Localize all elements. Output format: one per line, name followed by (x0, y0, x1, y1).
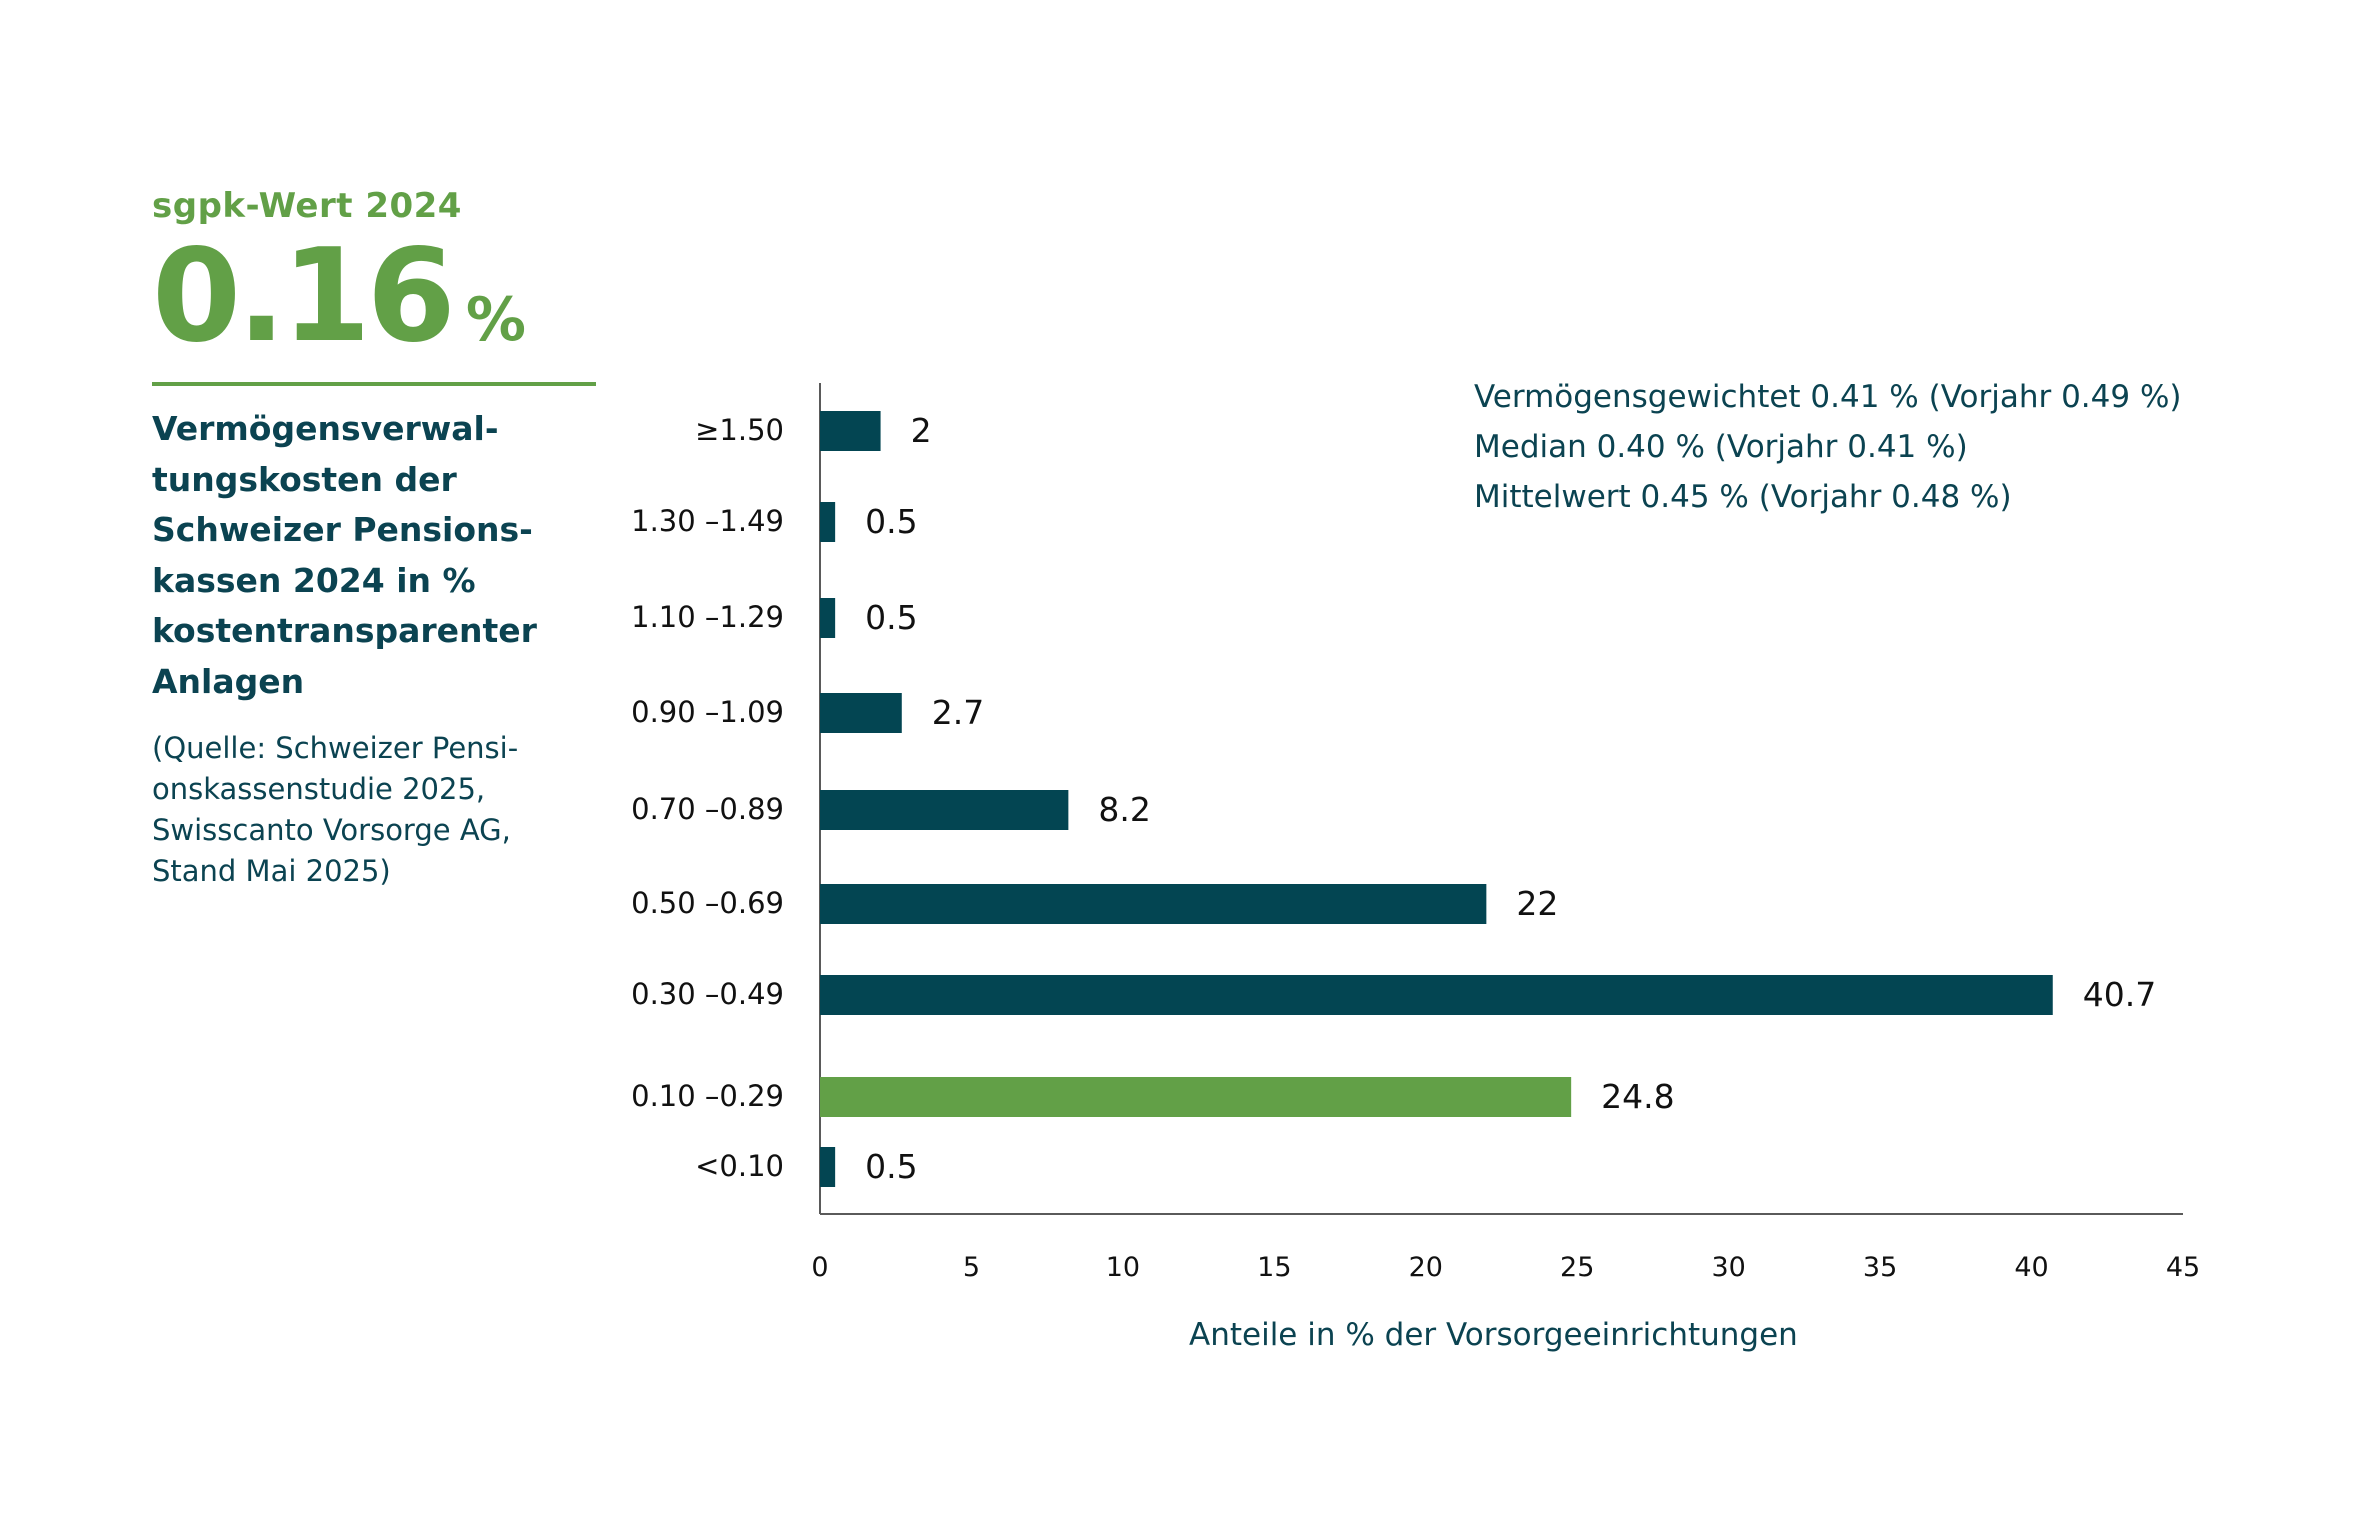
kpi-divider (152, 382, 596, 386)
x-tick-label: 15 (1257, 1252, 1291, 1283)
panel-title-line: Schweizer Pensions- (152, 510, 533, 549)
bar (820, 411, 881, 451)
x-tick-label: 10 (1106, 1252, 1140, 1283)
panel-title-line: Vermögensverwal- (152, 409, 499, 448)
x-tick-label: 20 (1409, 1252, 1443, 1283)
x-tick-label: 40 (2014, 1252, 2048, 1283)
source-line: Stand Mai 2025) (152, 854, 391, 888)
bar (820, 502, 836, 542)
source-note: (Quelle: Schweizer Pensi- onskassenstudi… (152, 728, 592, 892)
annotation-mean: Mittelwert 0.45 % (Vorjahr 0.48 %) (1474, 479, 2012, 515)
category-label: 0.50 –0.69 (631, 886, 784, 920)
x-tick-label: 0 (811, 1252, 828, 1283)
kpi-unit: % (465, 285, 526, 355)
panel-title-line: kostentransparenter (152, 611, 537, 650)
bar-value-label: 0.5 (865, 598, 917, 637)
x-tick-label: 25 (1560, 1252, 1594, 1283)
kpi-label: sgpk-Wert 2024 (152, 186, 462, 226)
category-label: 0.70 –0.89 (631, 792, 784, 826)
category-label: 1.30 –1.49 (631, 504, 784, 538)
category-label: 0.30 –0.49 (631, 977, 784, 1011)
bar-value-label: 0.5 (865, 1147, 917, 1186)
annotation-weighted: Vermögensgewichtet 0.41 % (Vorjahr 0.49 … (1474, 379, 2182, 415)
source-line: (Quelle: Schweizer Pensi- (152, 731, 519, 765)
bar (820, 1077, 1572, 1117)
kpi-value: 0.16 (152, 222, 456, 371)
x-tick-label: 45 (2166, 1252, 2200, 1283)
bar-value-label: 2 (911, 411, 932, 450)
source-line: onskassenstudie 2025, (152, 772, 486, 806)
panel-title-line: tungskosten der (152, 459, 457, 499)
bar (820, 884, 1487, 924)
bar-value-label: 8.2 (1098, 790, 1150, 829)
bar (820, 1147, 836, 1187)
annotation-median: Median 0.40 % (Vorjahr 0.41 %) (1474, 429, 1968, 465)
bar (820, 598, 836, 638)
bar-value-label: 40.7 (2083, 975, 2156, 1014)
category-label: 0.10 –0.29 (631, 1079, 784, 1113)
bar-value-label: 24.8 (1601, 1077, 1674, 1116)
bar (820, 975, 2053, 1015)
bar (820, 790, 1069, 830)
category-label: 1.10 –1.29 (631, 600, 784, 634)
panel-title-line: kassen 2024 in % (152, 560, 476, 600)
category-label: ≥1.50 (695, 413, 784, 447)
x-tick-label: 30 (1711, 1252, 1745, 1283)
bar (820, 693, 902, 733)
bar-value-label: 0.5 (865, 502, 917, 541)
panel-title: Vermögensverwal- tungskosten der Schweiz… (152, 404, 602, 707)
chart-annotations: Vermögensgewichtet 0.41 % (Vorjahr 0.49 … (1474, 372, 2182, 522)
x-tick-label: 35 (1863, 1252, 1897, 1283)
kpi-value-row: 0.16% (152, 222, 526, 371)
x-tick-label: 5 (963, 1252, 980, 1283)
source-line: Swisscanto Vorsorge AG, (152, 813, 511, 847)
category-label: 0.90 –1.09 (631, 695, 784, 729)
x-axis-title: Anteile in % der Vorsorgeeinrichtungen (1189, 1317, 1798, 1353)
category-label: <0.10 (695, 1149, 784, 1183)
bar-value-label: 22 (1516, 884, 1558, 923)
bar-value-label: 2.7 (932, 693, 984, 732)
panel-title-line: Anlagen (152, 661, 305, 701)
